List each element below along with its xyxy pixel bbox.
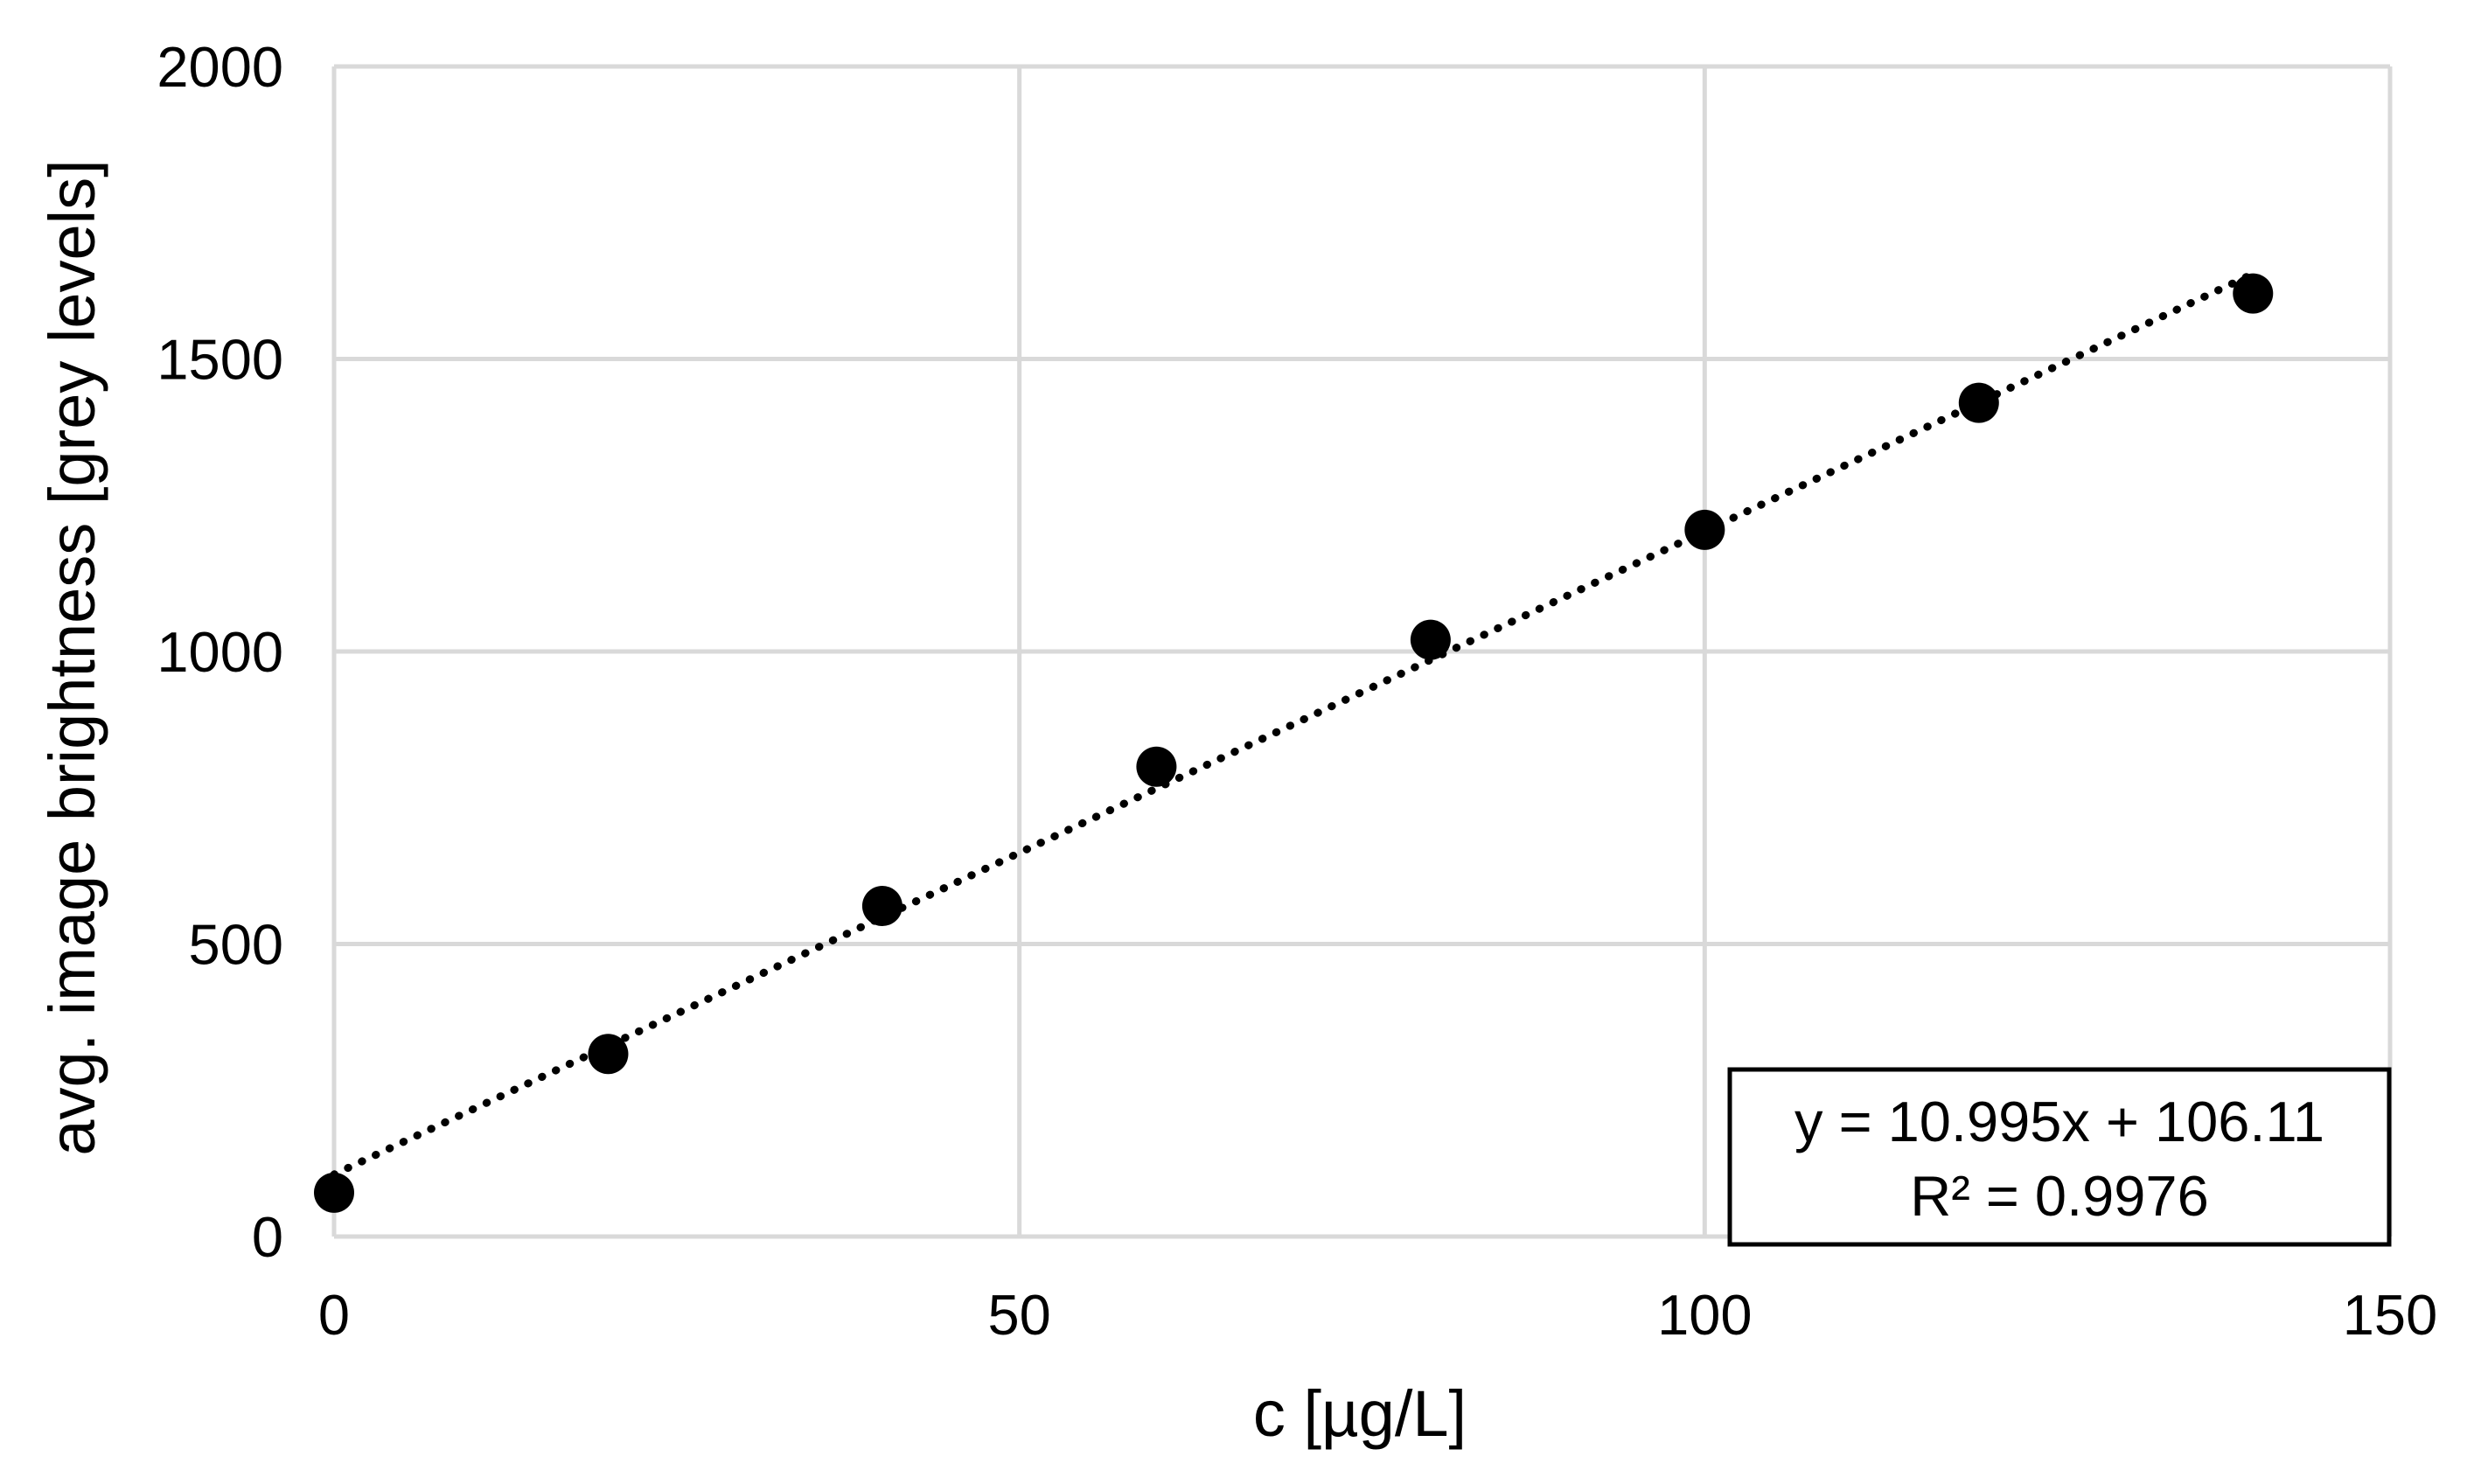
grid-lines xyxy=(331,64,2393,1239)
y-tick-label: 0 xyxy=(252,1205,283,1269)
data-points xyxy=(314,273,2274,1213)
y-axis-title: avg. image brightness [grey levels] xyxy=(36,159,108,1155)
data-point xyxy=(1410,619,1451,660)
y-tick-label: 1000 xyxy=(157,620,283,684)
data-point xyxy=(1958,382,1999,423)
trendline-equation: y = 10.995x + 106.11 xyxy=(1794,1090,2324,1153)
trendline xyxy=(330,269,2257,1179)
y-tick-label: 2000 xyxy=(157,35,283,99)
r-squared-label: R² = 0.9976 xyxy=(1910,1164,2208,1228)
data-point xyxy=(314,1172,354,1213)
x-tick-label: 100 xyxy=(1657,1283,1752,1347)
equation-box: y = 10.995x + 106.11 R² = 0.9976 xyxy=(1727,1067,2392,1247)
data-point xyxy=(861,886,902,927)
data-point xyxy=(1684,509,1725,550)
y-tick-label: 500 xyxy=(189,913,283,977)
x-axis-title: c [µg/L] xyxy=(1253,1377,1467,1450)
y-axis-ticks: 0 500 1000 1500 2000 xyxy=(157,35,283,1269)
trendline-path xyxy=(330,269,2257,1179)
equation-box-border xyxy=(1727,1067,2392,1247)
x-tick-label: 50 xyxy=(988,1283,1051,1347)
data-point xyxy=(2233,273,2274,314)
x-tick-label: 0 xyxy=(318,1283,350,1347)
x-tick-label: 150 xyxy=(2343,1283,2437,1347)
data-point xyxy=(1136,746,1177,787)
y-tick-label: 1500 xyxy=(157,328,283,392)
data-point xyxy=(588,1034,629,1075)
x-axis-ticks: 0 50 100 150 xyxy=(318,1283,2437,1347)
